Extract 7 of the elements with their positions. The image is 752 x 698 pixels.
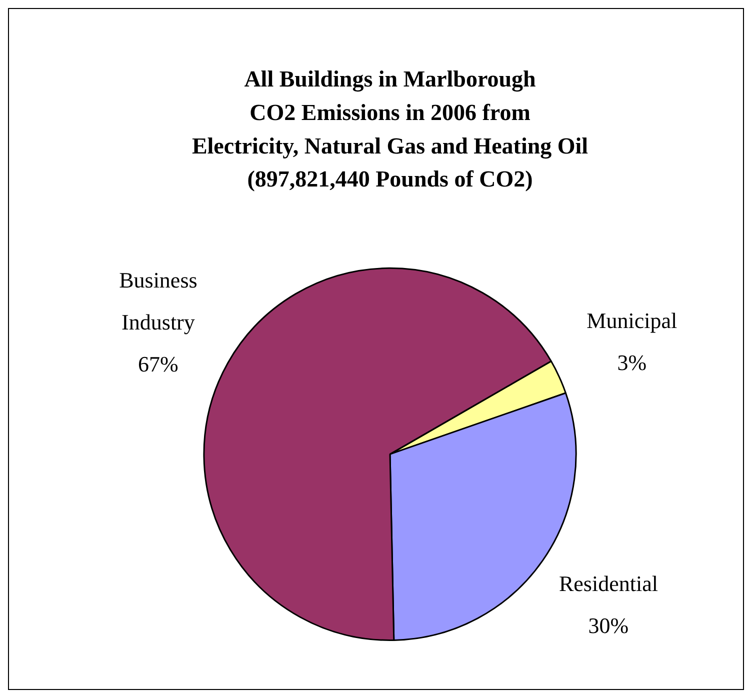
- data-label: 67%: [138, 351, 178, 376]
- data-label: 3%: [617, 350, 647, 376]
- slice-label: Municipal: [586, 308, 678, 334]
- slice-label: Residential: [558, 570, 658, 596]
- data-label: 30%: [588, 612, 629, 638]
- slice-label: Business Industry: [119, 267, 198, 334]
- chart-title: All Buildings in Marlborough CO2 Emissions in 2006 from Electricity, Natural Gas and Heating Oil (897,821,440 Pounds of CO2): [192, 66, 588, 192]
